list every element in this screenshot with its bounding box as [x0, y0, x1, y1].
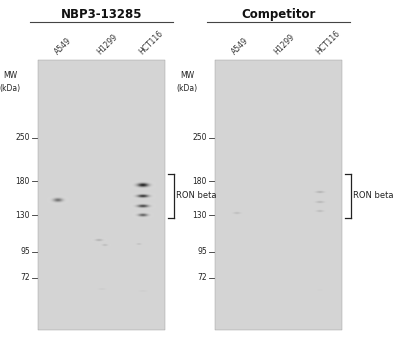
Text: RON beta: RON beta — [176, 191, 216, 200]
Text: Competitor: Competitor — [241, 8, 316, 21]
Text: MW: MW — [180, 70, 194, 79]
Text: 250: 250 — [192, 134, 207, 142]
Text: 95: 95 — [197, 247, 207, 256]
Text: 130: 130 — [192, 210, 207, 219]
Text: A549: A549 — [53, 36, 74, 56]
Text: 180: 180 — [193, 177, 207, 186]
Text: 72: 72 — [20, 274, 30, 283]
Text: 250: 250 — [16, 134, 30, 142]
Text: HCT116: HCT116 — [314, 28, 342, 56]
Text: A549: A549 — [230, 36, 251, 56]
Text: MW: MW — [3, 70, 17, 79]
Bar — [38, 60, 165, 330]
Text: 72: 72 — [197, 274, 207, 283]
Text: H1299: H1299 — [272, 32, 296, 56]
Text: 95: 95 — [20, 247, 30, 256]
Text: HCT116: HCT116 — [137, 28, 165, 56]
Text: (kDa): (kDa) — [176, 83, 198, 92]
Text: 130: 130 — [16, 210, 30, 219]
Text: (kDa): (kDa) — [0, 83, 20, 92]
Bar — [215, 60, 342, 330]
Text: H1299: H1299 — [95, 32, 119, 56]
Text: NBP3-13285: NBP3-13285 — [61, 8, 142, 21]
Text: 180: 180 — [16, 177, 30, 186]
Text: RON beta: RON beta — [353, 191, 394, 200]
